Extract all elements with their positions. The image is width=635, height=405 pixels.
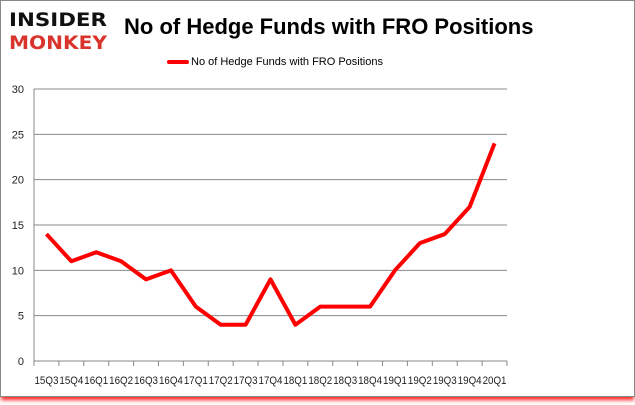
x-tick-label: 19Q3 (433, 375, 457, 387)
x-tick-label: 18Q3 (333, 375, 357, 387)
insider-monkey-logo: INSIDER MONKEY (9, 9, 107, 51)
y-tick-label: 5 (18, 311, 24, 323)
x-tick-label: 16Q4 (159, 375, 183, 387)
x-tick-label: 15Q4 (59, 375, 83, 387)
y-tick-label: 0 (18, 356, 24, 368)
x-tick-label: 18Q2 (308, 375, 332, 387)
x-tick-label: 16Q3 (134, 375, 158, 387)
chart-title: No of Hedge Funds with FRO Positions (124, 14, 534, 39)
x-tick-label: 18Q1 (283, 375, 307, 387)
logo-line1: INSIDER (9, 9, 107, 31)
y-tick-label: 25 (12, 129, 24, 141)
x-tick-label: 20Q1 (483, 375, 507, 387)
y-tick-label: 10 (12, 265, 24, 277)
x-tick-label: 19Q2 (408, 375, 432, 387)
legend-swatch (167, 60, 189, 64)
logo-line2: MONKEY (9, 32, 107, 51)
x-tick-label: 19Q4 (458, 375, 482, 387)
x-tick-label: 17Q3 (234, 375, 258, 387)
legend-label: No of Hedge Funds with FRO Positions (191, 56, 383, 68)
x-tick-label: 16Q1 (84, 375, 108, 387)
x-tick-label: 16Q2 (109, 375, 133, 387)
y-tick-label: 20 (12, 175, 24, 187)
x-tick-label: 18Q4 (358, 375, 382, 387)
x-tick-label: 17Q4 (259, 375, 283, 387)
y-tick-label: 15 (12, 220, 24, 232)
y-tick-label: 30 (12, 84, 24, 96)
series-line (44, 142, 497, 327)
x-tick-label: 15Q3 (35, 375, 59, 387)
x-tick-label: 17Q1 (184, 375, 208, 387)
x-tick-label: 17Q2 (209, 375, 233, 387)
legend: No of Hedge Funds with FRO Positions (167, 56, 383, 68)
plot-area: 0 5 10 15 20 25 30 15Q3 15Q4 16Q1 16Q2 16Q3 16Q4 17Q1… (12, 84, 508, 387)
x-tick-label: 19Q1 (383, 375, 407, 387)
